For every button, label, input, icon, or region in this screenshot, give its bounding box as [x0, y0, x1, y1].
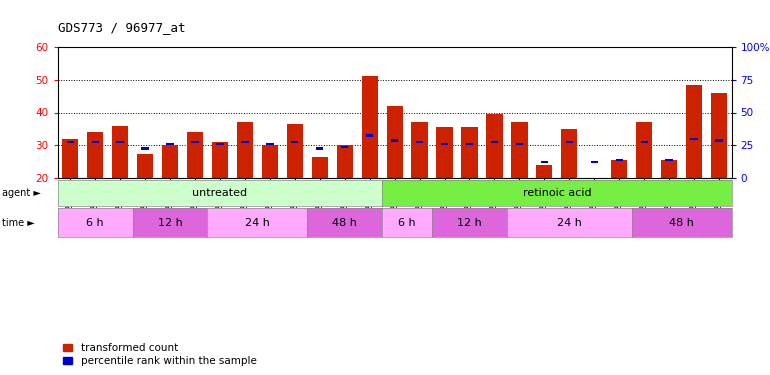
Bar [262, 146, 278, 178]
Bar [441, 142, 448, 145]
Bar [62, 139, 79, 178]
Bar [266, 142, 273, 145]
Bar [92, 141, 99, 143]
Bar [366, 134, 373, 136]
Text: 48 h: 48 h [669, 217, 694, 228]
Bar [516, 142, 523, 145]
Bar [237, 122, 253, 178]
Legend: transformed count, percentile rank within the sample: transformed count, percentile rank withi… [63, 343, 256, 366]
Text: 24 h: 24 h [245, 217, 270, 228]
Text: 6 h: 6 h [86, 217, 104, 228]
Bar [511, 122, 527, 178]
Bar [715, 139, 723, 141]
Bar [187, 132, 203, 178]
Text: 48 h: 48 h [333, 217, 357, 228]
Bar [142, 147, 149, 150]
Text: 6 h: 6 h [398, 217, 416, 228]
Bar [387, 106, 403, 178]
Bar [665, 159, 673, 161]
Bar [411, 122, 427, 178]
Bar [112, 126, 129, 178]
Text: 12 h: 12 h [457, 217, 482, 228]
Bar [437, 127, 453, 178]
Bar [212, 142, 228, 178]
Bar [192, 141, 199, 143]
Bar [116, 141, 124, 143]
Bar [641, 141, 648, 143]
Bar [711, 93, 727, 178]
Bar [162, 146, 178, 178]
Bar [586, 178, 602, 182]
Bar [561, 129, 578, 178]
Bar [536, 165, 552, 178]
Bar [566, 141, 573, 143]
Bar [286, 124, 303, 178]
Bar [137, 153, 153, 178]
Bar [391, 139, 398, 141]
Bar [316, 147, 323, 150]
Bar [336, 146, 353, 178]
Bar [416, 141, 424, 143]
Bar [591, 160, 598, 163]
Bar [636, 122, 652, 178]
Bar [166, 142, 174, 145]
Text: untreated: untreated [192, 188, 247, 198]
Bar [66, 141, 74, 143]
Text: agent ►: agent ► [2, 188, 40, 198]
Text: retinoic acid: retinoic acid [523, 188, 591, 198]
Bar [490, 141, 498, 143]
Bar [466, 142, 473, 145]
Bar [487, 114, 503, 178]
Bar [661, 160, 678, 178]
Bar [241, 141, 249, 143]
Bar [541, 160, 548, 163]
Bar [291, 141, 299, 143]
Text: time ►: time ► [2, 217, 35, 228]
Bar [615, 159, 623, 161]
Bar [362, 76, 378, 178]
Text: 12 h: 12 h [158, 217, 182, 228]
Text: 24 h: 24 h [557, 217, 582, 228]
Bar [341, 146, 348, 148]
Bar [216, 142, 223, 145]
Bar [686, 85, 702, 178]
Bar [87, 132, 103, 178]
Bar [691, 138, 698, 140]
Bar [461, 127, 477, 178]
Bar [312, 157, 328, 178]
Text: GDS773 / 96977_at: GDS773 / 96977_at [58, 21, 186, 34]
Bar [611, 160, 628, 178]
